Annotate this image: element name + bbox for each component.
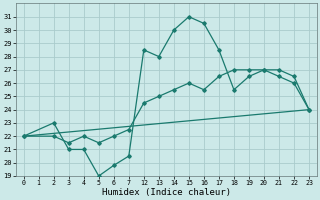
X-axis label: Humidex (Indice chaleur): Humidex (Indice chaleur) [102, 188, 231, 197]
